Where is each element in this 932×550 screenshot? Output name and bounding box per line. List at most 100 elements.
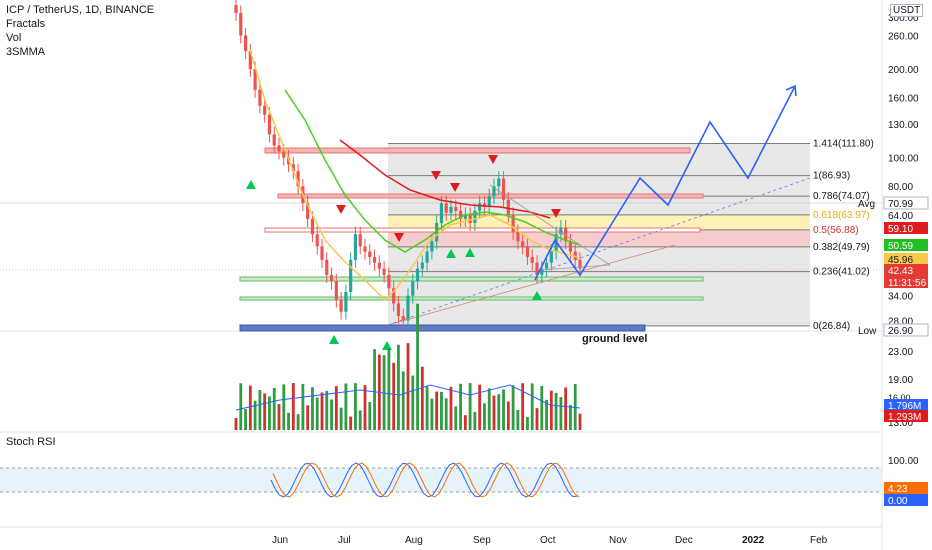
volume-tick-label: 23.00 (888, 347, 913, 358)
symbol-title[interactable]: ICP / TetherUS, 1D, BINANCE (6, 4, 155, 16)
price-badge-value: 59.10 (888, 224, 913, 235)
time-axis-label: Nov (609, 535, 627, 546)
price-tick-label: 28.00 (888, 317, 913, 328)
fractal-up (465, 248, 475, 257)
volume-bar (334, 386, 338, 430)
volume-bar (287, 412, 290, 430)
indicator-3smma[interactable]: 3SMMA (6, 46, 46, 58)
volume-bar (416, 303, 419, 430)
ground-zone (239, 324, 646, 332)
volume-bar (311, 387, 314, 430)
candle-body (463, 214, 467, 219)
candle-body (325, 259, 329, 275)
volume-bar (401, 371, 405, 430)
fib-level-label: 0.5(56.88) (813, 225, 859, 236)
candle-body (372, 257, 377, 263)
volume-bar (373, 349, 376, 430)
volume-bar (444, 398, 448, 430)
candle (258, 82, 262, 114)
volume-bar (425, 386, 429, 430)
time-axis-label: Feb (810, 535, 828, 546)
price-badge-box (884, 239, 928, 251)
volume-bar (411, 375, 415, 430)
candle-body (544, 262, 549, 269)
fractal-up (246, 180, 256, 189)
volume-tick-label: 16.00 (888, 393, 911, 403)
candle (306, 195, 310, 227)
price-badge-box (884, 264, 928, 288)
volume-bar (516, 409, 520, 430)
candle (387, 267, 391, 297)
fractal-up (532, 291, 542, 300)
candle (248, 43, 252, 77)
volume-bar (258, 390, 262, 430)
projection-arrowhead (785, 84, 797, 97)
candle (339, 292, 343, 320)
price-tick-label: 34.00 (888, 292, 913, 303)
candle (425, 244, 429, 271)
volume-bar (473, 411, 477, 430)
candle-body (501, 178, 506, 200)
volume-bar (272, 387, 276, 430)
currency-badge[interactable]: USDT (890, 4, 924, 17)
candle-body (478, 203, 482, 211)
price-badge-box (884, 222, 928, 234)
candle-body (349, 259, 353, 292)
volume-badge-box (884, 410, 928, 422)
candle (511, 207, 515, 240)
candle-body (387, 274, 391, 289)
time-axis-label: Jul (338, 535, 351, 546)
candle-body (406, 295, 410, 321)
volume-bar (268, 396, 271, 430)
candle (435, 215, 439, 250)
volume-bar (354, 383, 357, 430)
trend-line (387, 244, 676, 326)
time-axis-label: Dec (675, 535, 693, 546)
candle (444, 195, 448, 221)
price-tick-label: 64.00 (888, 211, 913, 222)
candle-body (363, 246, 367, 252)
volume-bar (483, 403, 486, 430)
rsi-badge-box (884, 494, 928, 506)
volume-badge-box (884, 399, 928, 411)
support-zone (239, 276, 704, 282)
candle-body (248, 51, 252, 70)
candle (501, 171, 506, 208)
candle-body (430, 241, 434, 252)
candle (487, 188, 491, 215)
volume-bar (569, 405, 572, 430)
candle-body (243, 35, 248, 52)
fractal-up (446, 249, 456, 258)
candle (325, 252, 329, 283)
candle-body (392, 288, 396, 304)
volume-bar (454, 406, 458, 430)
candle-body (573, 251, 577, 260)
rsi-tick-label: 100.00 (888, 456, 919, 467)
candle-body (344, 291, 348, 312)
price-badge-label: Low (858, 326, 877, 337)
candle-body (516, 231, 520, 242)
candle (320, 238, 324, 268)
fib-level-label: 0.618(63.97) (813, 210, 870, 221)
volume-bar (497, 394, 501, 430)
volume-bar (368, 401, 372, 430)
stoch-rsi-title[interactable]: Stoch RSI (6, 436, 56, 448)
candle-body (258, 89, 262, 106)
price-badge (884, 239, 928, 251)
candle-body (578, 259, 582, 269)
volume-bar (306, 405, 310, 430)
price-tick-label: 300.00 (888, 13, 919, 24)
volume-bar (263, 393, 267, 430)
time-axis-label: Jun (272, 535, 288, 546)
indicator-fractals[interactable]: Fractals (6, 18, 46, 30)
fractal-up (382, 341, 392, 350)
fib-level-label: 1.414(111.80) (813, 138, 874, 149)
candle (401, 308, 405, 329)
volume-bar (248, 385, 252, 430)
indicator-vol[interactable]: Vol (6, 32, 22, 44)
volume-bar (506, 401, 510, 430)
volume-bar (526, 417, 529, 430)
volume-bar (468, 383, 472, 430)
price-badge (883, 196, 929, 210)
